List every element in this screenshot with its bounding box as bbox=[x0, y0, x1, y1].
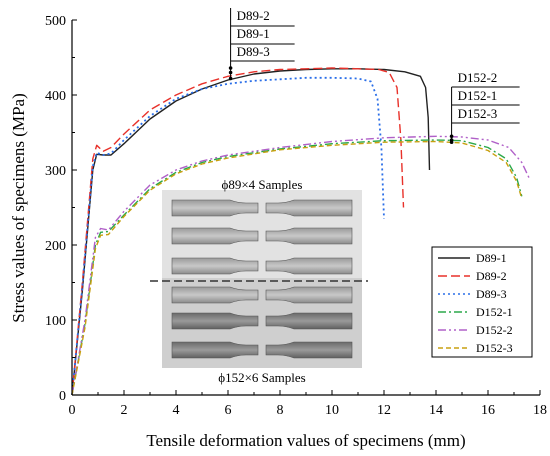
y-tick-label: 500 bbox=[45, 14, 66, 29]
y-tick-label: 300 bbox=[45, 164, 66, 179]
legend-label: D152-3 bbox=[476, 341, 513, 355]
series-line bbox=[71, 139, 523, 396]
y-axis-title: Stress values of specimens (MPa) bbox=[9, 93, 28, 322]
series-layer bbox=[71, 67, 531, 396]
y-tick-label: 100 bbox=[45, 314, 66, 329]
callout-marker bbox=[228, 70, 233, 75]
series-line bbox=[71, 135, 531, 396]
legend-label: D152-1 bbox=[476, 305, 513, 319]
legend-box bbox=[431, 246, 533, 358]
callout-marker bbox=[228, 66, 233, 70]
x-tick-label: 12 bbox=[377, 403, 391, 418]
specimen-photo: ϕ89×4 Samples ϕ152×6 Samples bbox=[150, 177, 368, 385]
legend-label: D89-2 bbox=[476, 269, 507, 283]
series-line bbox=[71, 67, 405, 396]
x-tick-label: 4 bbox=[173, 403, 180, 418]
x-tick-label: 18 bbox=[533, 403, 547, 418]
y-tick-label: 200 bbox=[45, 239, 66, 254]
callout-marker bbox=[449, 134, 454, 139]
callout-label: D152-3 bbox=[458, 106, 498, 121]
x-tick-label: 10 bbox=[325, 403, 339, 418]
callout-label: D89-1 bbox=[237, 26, 270, 41]
y-tick-label: 400 bbox=[45, 89, 66, 104]
x-tick-label: 2 bbox=[121, 403, 128, 418]
specimen-strip bbox=[171, 257, 353, 275]
x-tick-label: 6 bbox=[225, 403, 232, 418]
specimen-strip bbox=[171, 199, 353, 217]
x-axis-title: Tensile deformation values of specimens … bbox=[146, 431, 465, 450]
legend: D89-1 D89-2 D89-3 D152-1 D152-2 D152-3 bbox=[431, 246, 533, 358]
callout-label: D152-2 bbox=[458, 70, 498, 85]
series-line bbox=[71, 68, 431, 396]
x-tick-label: 0 bbox=[69, 403, 76, 418]
callouts-layer: D89-2 D89-1 D89-3 D152-2 D152-1 D152-3 bbox=[228, 8, 520, 145]
specimen-strip bbox=[171, 341, 353, 359]
callout-label: D152-1 bbox=[458, 88, 498, 103]
series-line bbox=[71, 140, 523, 396]
ticks-layer: 0 2 4 6 8 10 12 14 16 18 0 100 200 300 400 500 bbox=[45, 14, 547, 418]
callout-label: D89-2 bbox=[237, 8, 270, 23]
legend-label: D89-3 bbox=[476, 287, 507, 301]
photo-bottom-label: ϕ152×6 Samples bbox=[218, 370, 305, 385]
x-tick-label: 16 bbox=[481, 403, 495, 418]
callout-marker bbox=[449, 140, 454, 145]
legend-label: D152-2 bbox=[476, 323, 513, 337]
x-tick-label: 14 bbox=[429, 403, 443, 418]
y-tick-label: 0 bbox=[59, 389, 66, 404]
callout-marker bbox=[228, 76, 233, 81]
legend-label: D89-1 bbox=[476, 251, 507, 265]
specimen-strips bbox=[171, 199, 353, 359]
specimen-strip bbox=[171, 227, 353, 245]
x-tick-label: 8 bbox=[277, 403, 284, 418]
specimen-strip bbox=[171, 286, 353, 304]
callout-label: D89-3 bbox=[237, 44, 270, 59]
specimen-strip bbox=[171, 312, 353, 330]
photo-top-label: ϕ89×4 Samples bbox=[222, 177, 303, 192]
